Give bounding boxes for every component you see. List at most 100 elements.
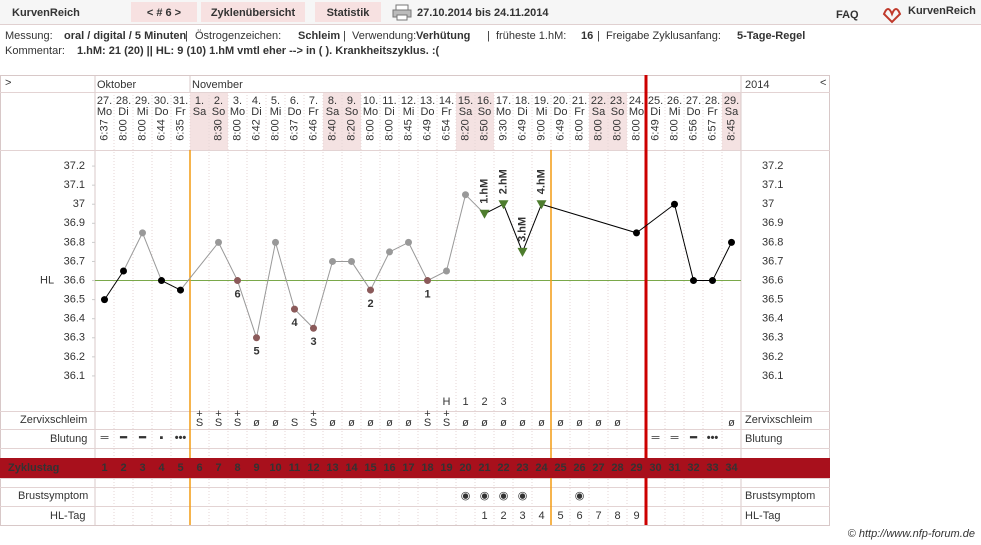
cycle-day: 27 <box>592 462 604 474</box>
nav-right[interactable]: < <box>820 77 826 89</box>
excluded-label: 3 <box>310 336 316 348</box>
temperature-point <box>272 238 279 246</box>
temperature-segment <box>275 242 295 310</box>
row-label: HL-Tag <box>745 510 780 522</box>
zervix-plus: + <box>443 408 449 420</box>
date-label: 28. <box>705 95 720 107</box>
cycle-day: 34 <box>725 462 738 474</box>
year: 2014 <box>745 79 769 91</box>
weekday-label: Mi <box>536 106 548 118</box>
y-tick-label: 36.7 <box>762 255 783 267</box>
time-label: 9:00 <box>535 119 547 140</box>
cycle-day: 16 <box>383 462 395 474</box>
nav-box[interactable] <box>131 2 197 22</box>
bleeding-mark: ═ <box>100 432 109 444</box>
cycle-day: 30 <box>649 462 661 474</box>
cycle-day: 7 <box>215 462 221 474</box>
y-tick-label: 36.3 <box>64 332 85 344</box>
temperature-segment <box>351 261 371 291</box>
time-label: 6:49 <box>554 119 566 140</box>
time-label: 6:46 <box>307 119 319 140</box>
comment-label: Kommentar: <box>5 45 65 57</box>
temperature-point <box>536 200 547 210</box>
date-label: 26. <box>667 95 682 107</box>
time-label: 6:37 <box>98 119 110 140</box>
cycle-day: 22 <box>497 462 509 474</box>
zervix-count: 3 <box>500 396 506 408</box>
hl-label: HL <box>40 274 54 286</box>
y-tick-label: 36.1 <box>64 370 85 382</box>
tab-box[interactable] <box>315 2 381 22</box>
tab-box[interactable] <box>201 2 305 22</box>
info-value: Verhütung <box>416 30 470 42</box>
cycle-day: 5 <box>177 462 183 474</box>
breast-mark: ◉ <box>499 490 509 502</box>
hl-day: 3 <box>519 510 525 522</box>
excluded-label: 5 <box>253 346 259 358</box>
zervix-mark: ø <box>481 417 488 429</box>
cycle-day: 29 <box>630 462 642 474</box>
zervix-mark: ø <box>538 417 545 429</box>
tab[interactable]: Statistik <box>327 7 371 19</box>
weekend-shade <box>323 92 342 150</box>
excluded-label: 6 <box>234 288 240 300</box>
hm-label: 1.hM <box>478 179 490 204</box>
cycle-day: 6 <box>196 462 202 474</box>
date-label: 5. <box>271 95 280 107</box>
hl-day: 5 <box>557 510 563 522</box>
time-label: 8:40 <box>326 119 338 140</box>
faq-link[interactable]: FAQ <box>836 9 859 21</box>
bleeding-mark: ═ <box>670 432 679 444</box>
cycle-day: 12 <box>307 462 319 474</box>
cycle-day-label: Zyklustag <box>8 462 59 474</box>
nav-left[interactable]: > <box>5 77 11 89</box>
zervix-plus: + <box>310 408 316 420</box>
row-label: Zervixschleim <box>745 414 812 426</box>
zervix-mark: ø <box>519 417 526 429</box>
info-label: Östrogenzeichen: <box>195 30 281 42</box>
tab[interactable]: Zyklenübersicht <box>211 7 296 19</box>
comment: 1.hM: 21 (20) || HL: 9 (10) 1.hM vmtl eh… <box>77 45 440 57</box>
breast-mark: ◉ <box>461 490 471 502</box>
temperature-point <box>405 238 412 246</box>
cycle-day: 25 <box>554 462 566 474</box>
zervix-mark: S <box>424 417 431 429</box>
zervix-mark: ø <box>367 417 374 429</box>
cycle-day: 23 <box>516 462 528 474</box>
y-tick-label: 36.4 <box>762 313 783 325</box>
temperature-point <box>177 286 184 294</box>
info-label: Verwendung: <box>352 30 416 42</box>
bleeding-mark: ▪ <box>160 432 164 444</box>
time-label: 8:00 <box>231 119 243 140</box>
y-tick-label: 36.3 <box>762 332 783 344</box>
cycle-day: 19 <box>440 462 452 474</box>
y-tick-label: 37.1 <box>64 179 85 191</box>
weekday-label: Mi <box>270 106 282 118</box>
app-name: KurvenReich <box>12 7 80 19</box>
time-label: 8:00 <box>668 119 680 140</box>
weekday-label: Do <box>686 106 700 118</box>
weekday-label: Fr <box>574 106 585 118</box>
temperature-segment <box>237 280 257 338</box>
zervix-mark: ø <box>253 417 260 429</box>
time-label: 9:30 <box>497 119 509 140</box>
zervix-mark: S <box>443 417 450 429</box>
temperature-segment <box>294 308 314 329</box>
weekend-shade <box>209 92 228 150</box>
time-label: 8:00 <box>592 119 604 140</box>
temperature-segment <box>674 204 694 281</box>
time-label: 8:00 <box>364 119 376 140</box>
print-icon[interactable] <box>392 4 412 21</box>
hm-label: 3.hM <box>516 217 528 242</box>
info-label: früheste 1.hM: <box>496 30 566 42</box>
weekday-label: Mi <box>137 106 149 118</box>
y-tick-label: 36.6 <box>64 274 85 286</box>
date-label: 31. <box>173 95 188 107</box>
weekday-label: Di <box>517 106 527 118</box>
cycle-nav[interactable]: < # 6 > <box>147 7 181 19</box>
date-label: 19. <box>534 95 549 107</box>
time-label: 8:50 <box>478 119 490 140</box>
weekday-label: Fr <box>707 106 718 118</box>
date-label: 27. <box>97 95 112 107</box>
y-tick-label: 36.2 <box>64 351 85 363</box>
